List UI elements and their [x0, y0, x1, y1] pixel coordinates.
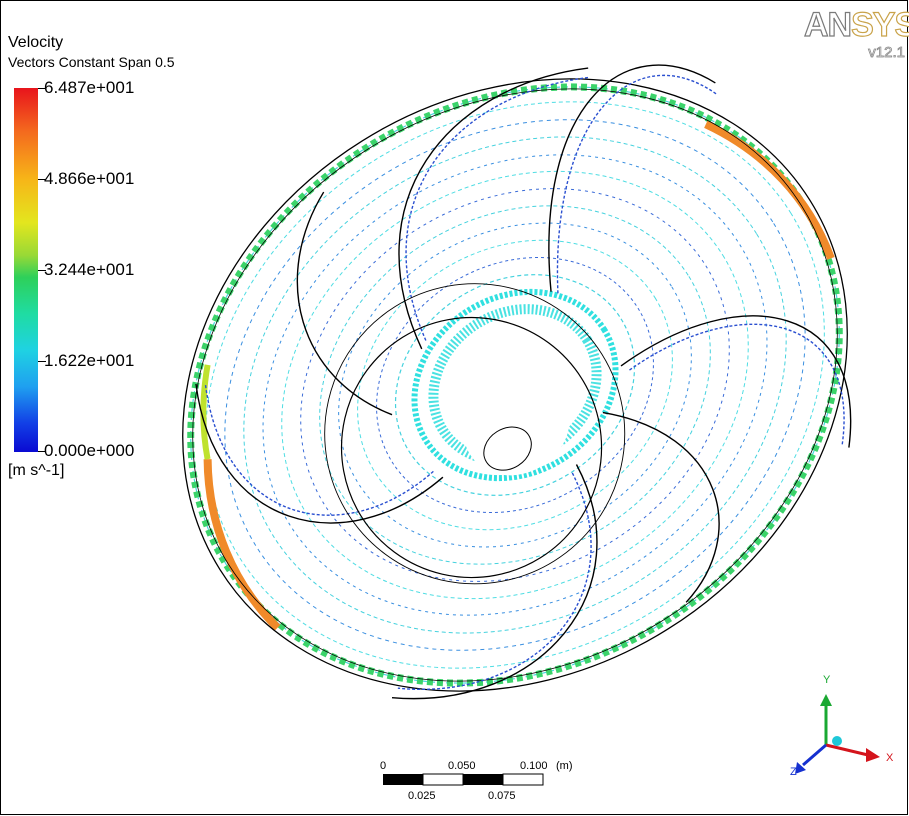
scale-label-050: 0.050: [448, 760, 476, 772]
legend-label-min: 0.000e+000: [44, 441, 135, 460]
x-axis-label: X: [886, 752, 894, 764]
blade: [548, 64, 716, 292]
blade-edge: [629, 323, 845, 447]
legend-title: Velocity: [8, 34, 64, 51]
scale-label-100: 0.100: [520, 760, 548, 772]
blade: [296, 191, 393, 416]
legend-label-3: 3.244e+001: [44, 260, 135, 279]
version-label: v12.1: [868, 44, 905, 62]
x-arrow: [866, 748, 880, 762]
vector-band: [300, 188, 730, 582]
scale-seg-white: [502, 773, 544, 786]
vector-band: [376, 256, 654, 514]
blade-edge: [397, 472, 592, 691]
scale-seg-black: [463, 774, 503, 785]
high-velocity-zone: [203, 459, 281, 631]
scale-label-025: 0.025: [408, 790, 436, 802]
color-legend-bar: [14, 88, 38, 452]
legend-subtitle: Vectors Constant Span 0.5: [8, 54, 175, 70]
ansys-logo: ANSYS v12.1: [799, 4, 909, 64]
blade-curves: [195, 64, 852, 700]
z-arrow: [795, 762, 806, 774]
blade: [195, 383, 444, 524]
vector-band: [243, 136, 787, 634]
axis-triad: [795, 694, 880, 774]
hub-vector-ring: [428, 304, 602, 466]
scale-label-0: 0: [380, 760, 387, 772]
scale-seg-white: [422, 773, 464, 786]
scale-unit: (m): [556, 760, 573, 772]
hub-vector-ring: [411, 288, 619, 482]
x-axis-line: [825, 743, 869, 757]
vector-band: [338, 222, 692, 548]
legend-tick: [38, 361, 46, 362]
impeller-outline: [182, 78, 848, 692]
blade-edge: [556, 74, 717, 294]
scale-bar: [383, 773, 544, 786]
legend-tick: [38, 179, 46, 180]
vector-band: [281, 170, 749, 600]
legend-label-4: 1.622e+001: [44, 351, 135, 370]
triad-origin: [832, 736, 842, 746]
blade: [391, 464, 598, 700]
logo-text-b: SYS: [851, 5, 909, 44]
blade-edge: [204, 383, 434, 516]
blade: [602, 411, 720, 603]
vector-band: [357, 239, 673, 531]
mid-velocity-zone: [200, 364, 211, 460]
legend-label-max: 6.487e+001: [44, 78, 135, 97]
vector-band: [205, 101, 825, 669]
y-axis-label: Y: [823, 674, 831, 686]
vector-band: [394, 274, 636, 496]
logo-text-a: AN: [803, 5, 852, 44]
blade: [398, 67, 589, 350]
z-axis-line: [802, 743, 827, 767]
blade: [620, 315, 852, 448]
inlet-circle: [340, 316, 603, 579]
blade-edge: [405, 76, 589, 341]
y-arrow: [820, 694, 832, 706]
legend-units: [m s^-1]: [8, 462, 65, 479]
z-axis-label: Z: [790, 766, 797, 778]
hub-opening: [463, 375, 570, 476]
scale-label-075: 0.075: [488, 790, 516, 802]
legend-tick: [38, 88, 46, 89]
legend-label-2: 4.866e+001: [44, 169, 135, 188]
inlet-circle: [324, 283, 626, 585]
legend-tick: [38, 451, 46, 452]
legend-tick: [38, 270, 46, 271]
scale-seg-black: [383, 774, 423, 785]
hub-circle: [483, 426, 532, 471]
